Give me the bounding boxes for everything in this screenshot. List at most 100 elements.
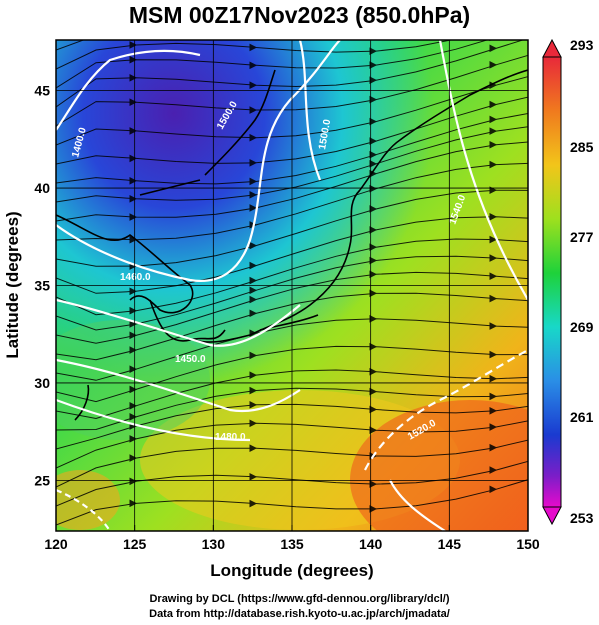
streamline-arrow bbox=[489, 406, 498, 415]
streamline-arrow bbox=[129, 73, 138, 82]
lat-tick-label: 45 bbox=[34, 83, 50, 99]
streamline-arrow bbox=[369, 505, 378, 513]
streamline-arrow bbox=[249, 351, 258, 360]
streamline-arrow bbox=[129, 454, 138, 462]
streamline-arrow bbox=[489, 235, 498, 244]
streamline-arrow bbox=[249, 43, 258, 52]
contour-label: 1450.0 bbox=[175, 354, 206, 365]
streamline-arrow bbox=[129, 331, 138, 340]
streamline-arrow bbox=[369, 315, 378, 323]
streamline-arrow bbox=[249, 286, 258, 295]
streamline-arrow bbox=[249, 61, 258, 70]
streamline-arrow bbox=[370, 30, 376, 36]
streamline-arrow bbox=[369, 184, 378, 193]
lon-tick-label: 130 bbox=[202, 536, 226, 552]
streamline-arrow bbox=[249, 106, 258, 114]
contour-label: 1460.0 bbox=[120, 272, 151, 283]
wind-streamlines bbox=[56, 24, 528, 526]
streamline-arrow bbox=[489, 254, 498, 262]
streamline-arrow bbox=[129, 385, 138, 394]
streamline-arrow bbox=[369, 76, 378, 84]
streamline-arrow bbox=[489, 485, 498, 494]
streamline-arrow bbox=[249, 204, 258, 212]
lon-tick-label: 140 bbox=[359, 536, 383, 552]
streamline-arrow bbox=[129, 213, 138, 221]
streamline-arrow bbox=[369, 243, 378, 251]
streamline-arrow bbox=[250, 24, 256, 30]
streamline-arrow bbox=[489, 44, 498, 53]
streamline-arrow bbox=[129, 413, 138, 421]
colorbar-tick-label: 269 bbox=[570, 319, 594, 335]
streamline-arrow bbox=[369, 426, 378, 435]
streamline-arrow bbox=[369, 117, 378, 126]
streamline-arrow bbox=[249, 309, 258, 318]
streamline-arrow bbox=[129, 98, 138, 107]
streamline-arrow bbox=[129, 41, 138, 49]
streamline-arrow bbox=[129, 287, 138, 296]
colorbar-tick-label: 285 bbox=[570, 139, 594, 155]
streamline-arrow bbox=[489, 294, 498, 303]
streamline-arrow bbox=[129, 499, 138, 508]
streamline-arrow bbox=[369, 61, 378, 69]
streamline-arrow bbox=[249, 419, 258, 428]
streamline-arrow bbox=[489, 466, 498, 474]
streamline-arrow bbox=[369, 47, 378, 55]
lat-tick-label: 40 bbox=[34, 180, 50, 196]
colorbar-tick-label: 253 bbox=[570, 510, 594, 526]
streamline-arrow bbox=[129, 176, 138, 185]
longitude-ticks: 120 125 130 135 140 145 150 bbox=[44, 525, 540, 552]
lat-tick-label: 35 bbox=[34, 278, 50, 294]
lat-tick-label: 30 bbox=[34, 375, 50, 391]
streamline-arrow bbox=[249, 472, 258, 481]
streamline-arrow bbox=[369, 226, 378, 234]
streamline-arrow bbox=[369, 480, 378, 488]
streamline-arrow bbox=[249, 276, 258, 285]
streamline-arrow bbox=[249, 371, 258, 379]
streamline-arrow bbox=[249, 295, 258, 304]
streamline-arrow bbox=[129, 435, 138, 443]
streamline-arrow bbox=[369, 387, 378, 396]
streamline-arrow bbox=[249, 81, 258, 90]
streamline-arrow bbox=[489, 61, 498, 69]
lon-tick-label: 145 bbox=[438, 536, 462, 552]
streamline-arrow bbox=[489, 160, 498, 169]
contour-label: 1480.0 bbox=[215, 432, 246, 443]
streamline-arrow bbox=[369, 405, 378, 414]
streamline-arrow bbox=[129, 346, 138, 354]
streamline-arrow bbox=[129, 402, 138, 410]
lon-tick-label: 135 bbox=[280, 536, 304, 552]
streamline-arrow bbox=[489, 423, 498, 431]
streamline-arrow bbox=[129, 127, 138, 135]
streamline-arrow bbox=[249, 386, 258, 395]
streamline-arrow bbox=[489, 350, 498, 359]
temperature-field: 1400.0 1500.0 1460.0 1450.0 1480.0 1500.… bbox=[56, 24, 528, 531]
streamline-arrow bbox=[369, 137, 378, 145]
streamline-arrow bbox=[249, 261, 258, 270]
streamline-arrow bbox=[129, 477, 138, 486]
streamline-arrow bbox=[249, 499, 258, 508]
streamline-arrow bbox=[489, 127, 498, 135]
y-axis-label: Latitude (degrees) bbox=[3, 211, 22, 358]
streamline-arrow bbox=[129, 306, 138, 315]
map-title: MSM 00Z17Nov2023 (850.0hPa) bbox=[128, 2, 471, 28]
streamline-arrow bbox=[249, 133, 258, 142]
streamline-arrow bbox=[249, 241, 258, 250]
credit-line-2: Data from http://database.rish.kyoto-u.a… bbox=[149, 608, 450, 620]
streamline-arrow bbox=[369, 95, 378, 104]
streamline-arrow bbox=[489, 322, 498, 330]
streamline-arrow bbox=[249, 401, 258, 409]
colorbar-gradient bbox=[542, 56, 562, 508]
lon-tick-label: 125 bbox=[123, 536, 147, 552]
contour-label: 1500.0 bbox=[317, 118, 333, 150]
streamline-arrow bbox=[249, 177, 258, 186]
streamline-arrow bbox=[369, 367, 378, 376]
streamline-arrow bbox=[369, 160, 378, 168]
lon-tick-label: 120 bbox=[44, 536, 68, 552]
colorbar: 293 285 277 269 261 253 bbox=[542, 37, 594, 526]
streamline-arrow bbox=[369, 205, 378, 213]
streamline-arrow bbox=[369, 270, 378, 279]
streamline-arrow bbox=[249, 158, 258, 167]
x-axis-label: Longitude (degrees) bbox=[210, 561, 373, 580]
geopotential-contours bbox=[56, 40, 528, 531]
streamline-arrow bbox=[489, 115, 498, 124]
